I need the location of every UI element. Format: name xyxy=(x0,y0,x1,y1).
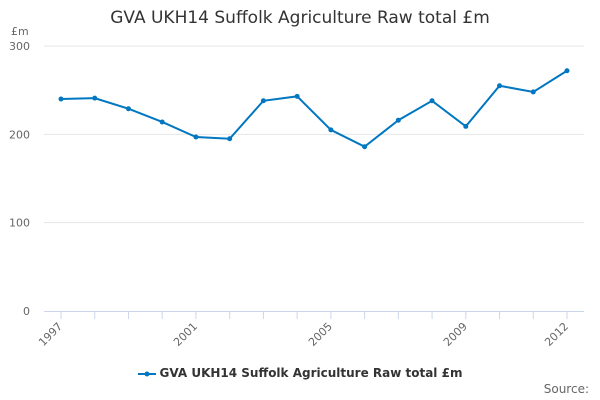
y-tick-label: 0 xyxy=(23,305,30,318)
data-point xyxy=(463,123,469,129)
data-point xyxy=(227,136,233,142)
data-point xyxy=(125,106,131,112)
y-tick-label: 200 xyxy=(9,128,30,141)
legend-label: GVA UKH14 Suffolk Agriculture Raw total … xyxy=(159,366,463,380)
data-point xyxy=(564,68,570,74)
data-point xyxy=(395,117,401,123)
data-point xyxy=(497,83,503,89)
x-tick-label: 2005 xyxy=(306,320,335,349)
legend-line-icon xyxy=(137,371,156,376)
data-point xyxy=(260,98,266,104)
data-point xyxy=(328,127,334,133)
data-point xyxy=(530,89,536,95)
data-point xyxy=(193,134,199,140)
x-tick-label: 1997 xyxy=(36,320,65,349)
data-point xyxy=(429,98,435,104)
series-line xyxy=(60,69,568,148)
x-tick-label: 2012 xyxy=(542,320,571,349)
y-axis-unit: £m xyxy=(11,25,29,38)
y-tick-label: 100 xyxy=(9,217,30,230)
y-tick-label: 300 xyxy=(9,40,30,53)
data-point xyxy=(362,144,368,150)
data-point xyxy=(159,119,165,125)
data-point xyxy=(294,93,300,99)
data-point xyxy=(92,95,98,101)
x-tick-label: 2009 xyxy=(441,320,470,349)
source-label: Source: xyxy=(543,382,589,396)
chart-title: GVA UKH14 Suffolk Agriculture Raw total … xyxy=(110,8,490,28)
x-tick-label: 2001 xyxy=(171,320,200,349)
legend[interactable]: GVA UKH14 Suffolk Agriculture Raw total … xyxy=(0,366,600,380)
data-point xyxy=(58,96,64,102)
